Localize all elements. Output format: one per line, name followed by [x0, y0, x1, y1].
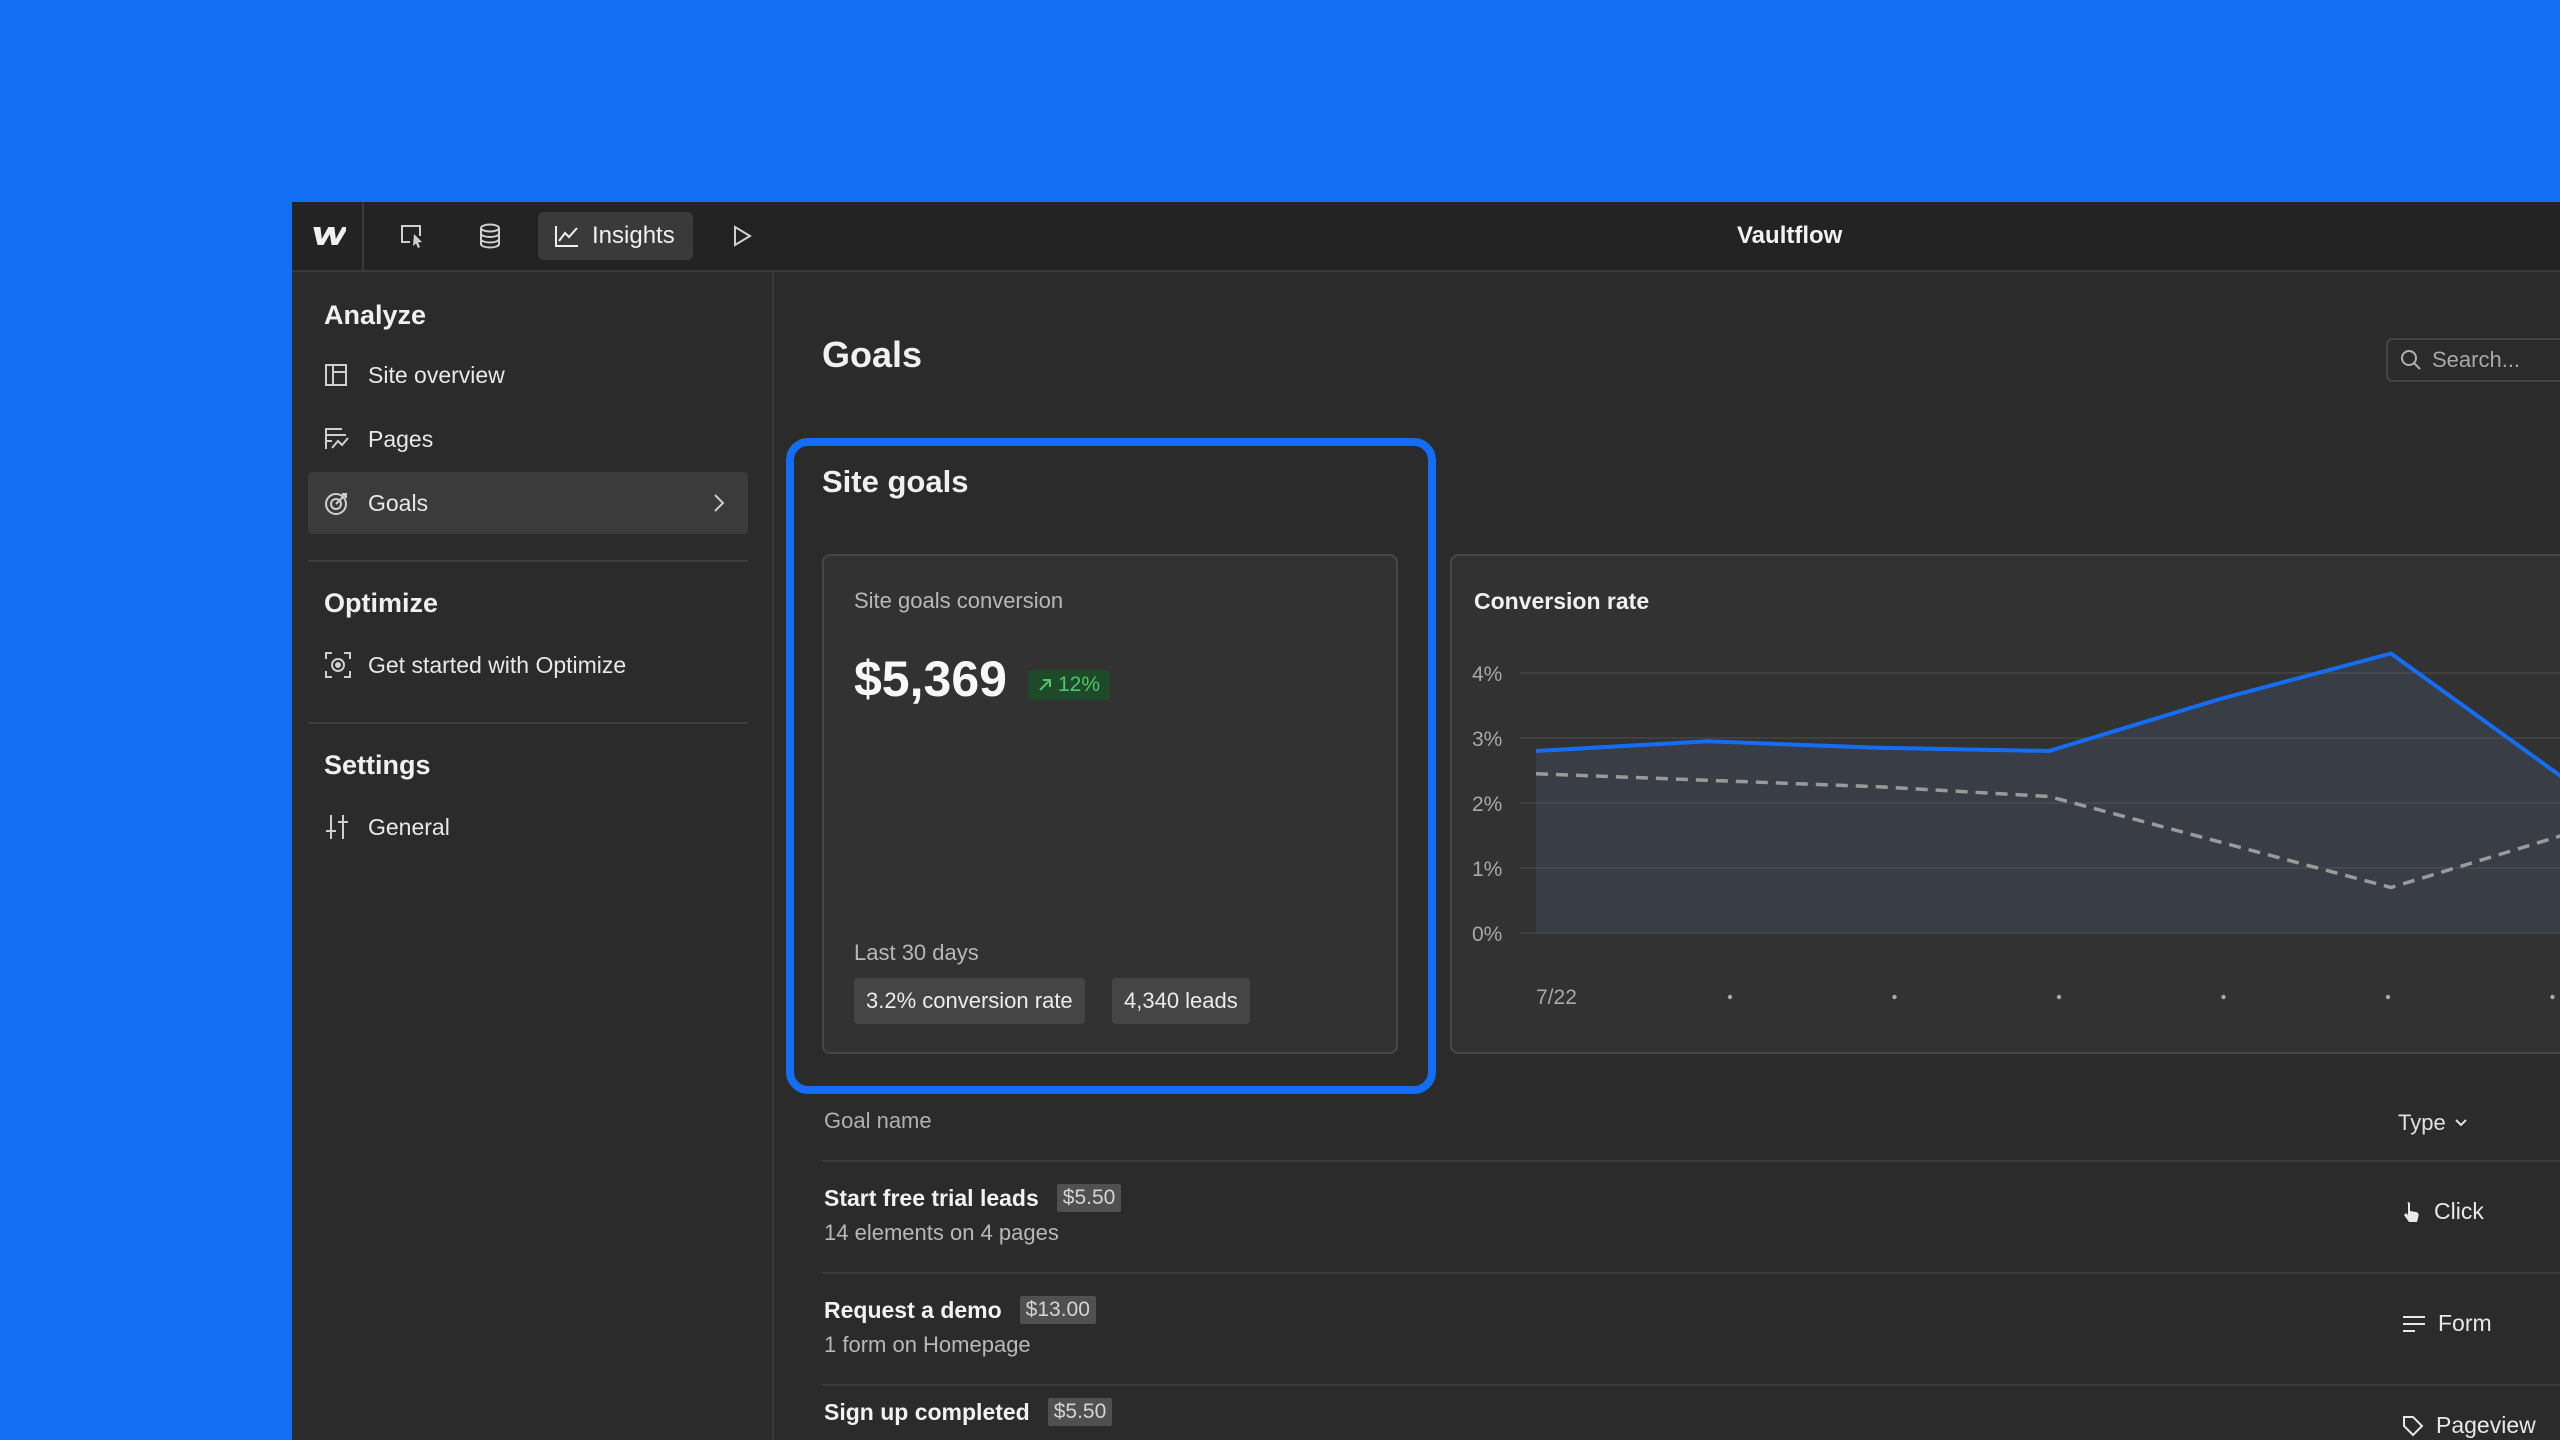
site-goals-highlight [786, 438, 1436, 1094]
goal-name: Request a demo [824, 1296, 1002, 1323]
x-tick-dot [2550, 994, 2555, 1000]
analyze-heading: Analyze [324, 300, 427, 330]
conversion-label: Site goals conversion [854, 588, 1064, 613]
main-content: Goals Search... Site goals Site goals co… [774, 272, 2560, 1440]
chevron-down-icon [2454, 1119, 2467, 1127]
designer-icon[interactable] [382, 202, 442, 270]
y-tick-label: 0% [1472, 923, 1502, 946]
site-goals-conversion-card: Site goals conversion $5,369 12% Last 30… [822, 554, 1398, 1054]
search-icon [2401, 350, 2421, 370]
tag-icon [2403, 1415, 2424, 1436]
settings-heading: Settings [324, 750, 431, 780]
y-tick-label: 2% [1472, 793, 1502, 816]
sliders-icon [324, 813, 354, 841]
sidebar-item-label: Site overview [368, 361, 505, 388]
target-icon [324, 490, 354, 516]
sidebar-item-site-overview[interactable]: Site overview [308, 344, 748, 406]
goal-type: Form [2438, 1310, 2492, 1336]
sidebar: Analyze Site overview Pages Goals Optimi… [292, 272, 774, 1440]
sidebar-item-label: Goals [368, 489, 429, 516]
form-icon [2403, 1315, 2425, 1332]
y-tick-label: 1% [1472, 858, 1502, 881]
search-input[interactable]: Search... [2386, 338, 2560, 382]
x-tick-label: 7/22 [1536, 986, 1577, 1009]
site-title: Vaultflow [1737, 222, 1843, 249]
webflow-logo-icon[interactable] [292, 202, 362, 270]
app-window: Insights Vaultflow Analyze Site overview… [292, 202, 2560, 1440]
goal-price: $13.00 [1019, 1296, 1096, 1324]
table-row[interactable]: Start free trial leads $5.50 14 elements … [822, 1162, 2560, 1272]
sidebar-item-label: Pages [368, 425, 434, 452]
arrow-up-right-icon [1039, 679, 1051, 691]
goal-name: Start free trial leads [824, 1184, 1039, 1211]
goal-detail: 1 form on Homepage [824, 1332, 1031, 1357]
chart-canvas: 4% 3% 2% 1% 0% 7/22 [1472, 651, 2560, 1009]
y-tick-label: 3% [1472, 728, 1502, 751]
sidebar-item-label: Get started with Optimize [368, 651, 627, 678]
chart-title: Conversion rate [1474, 588, 1650, 614]
sidebar-item-label: General [368, 813, 450, 840]
conversion-rate-chart: Conversion rate 4% 3% 2% 1% 0% 7/22 [1450, 554, 2560, 1054]
sidebar-item-get-started-optimize[interactable]: Get started with Optimize [308, 634, 748, 696]
x-tick-dot [2221, 994, 2226, 1000]
sidebar-item-general[interactable]: General [308, 796, 748, 858]
insights-tab[interactable]: Insights [538, 212, 693, 260]
preview-play-icon[interactable] [712, 202, 772, 270]
change-badge: 12% [1028, 670, 1111, 700]
chart-line-icon [555, 226, 578, 247]
x-tick-dot [2385, 994, 2391, 1000]
pages-icon [324, 427, 354, 451]
top-toolbar: Insights Vaultflow [292, 202, 2560, 272]
insights-label: Insights [592, 222, 675, 249]
goal-type: Click [2434, 1198, 2484, 1224]
database-icon[interactable] [460, 202, 520, 270]
optimize-heading: Optimize [324, 588, 439, 618]
optimize-icon [324, 651, 354, 679]
table-row[interactable]: Request a demo $13.00 1 form on Homepage … [822, 1274, 2560, 1384]
series-line-comparison [1535, 772, 2560, 890]
y-tick-label: 4% [1472, 663, 1502, 686]
x-tick-dot [1727, 994, 1733, 1000]
sidebar-item-pages[interactable]: Pages [308, 408, 748, 470]
period-label: Last 30 days [854, 940, 979, 965]
page-title: Goals [822, 334, 923, 375]
sidebar-item-goals[interactable]: Goals [308, 472, 748, 534]
leads-chip: 4,340 leads [1112, 978, 1250, 1024]
layout-icon [324, 363, 354, 387]
x-tick-dot [1892, 994, 1897, 1000]
goal-name: Sign up completed [824, 1398, 1030, 1425]
search-placeholder: Search... [2432, 347, 2521, 372]
x-tick-dot [2056, 994, 2062, 1000]
type-column-header[interactable]: Type [2398, 1110, 2468, 1136]
conversion-rate-chip: 3.2% conversion rate [854, 978, 1085, 1024]
goal-price: $5.50 [1056, 1184, 1122, 1212]
pointer-icon [2404, 1201, 2419, 1222]
series-area [1536, 653, 2560, 933]
goal-type: Pageview [2436, 1412, 2536, 1438]
conversion-amount: $5,369 [854, 651, 1007, 707]
goal-detail: 14 elements on 4 pages [824, 1220, 1059, 1245]
chevron-right-icon [712, 492, 726, 520]
series-line-primary [1535, 651, 2560, 779]
goal-name-header: Goal name [824, 1108, 932, 1133]
goal-price: $5.50 [1047, 1398, 1113, 1426]
table-row[interactable]: Sign up completed $5.50 Pageview [822, 1386, 2560, 1440]
site-goals-title: Site goals [822, 464, 969, 499]
